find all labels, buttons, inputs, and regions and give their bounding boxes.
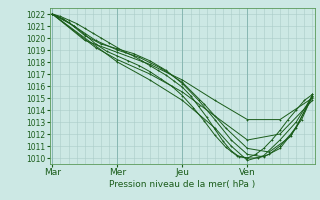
X-axis label: Pression niveau de la mer( hPa ): Pression niveau de la mer( hPa ) <box>109 180 256 189</box>
